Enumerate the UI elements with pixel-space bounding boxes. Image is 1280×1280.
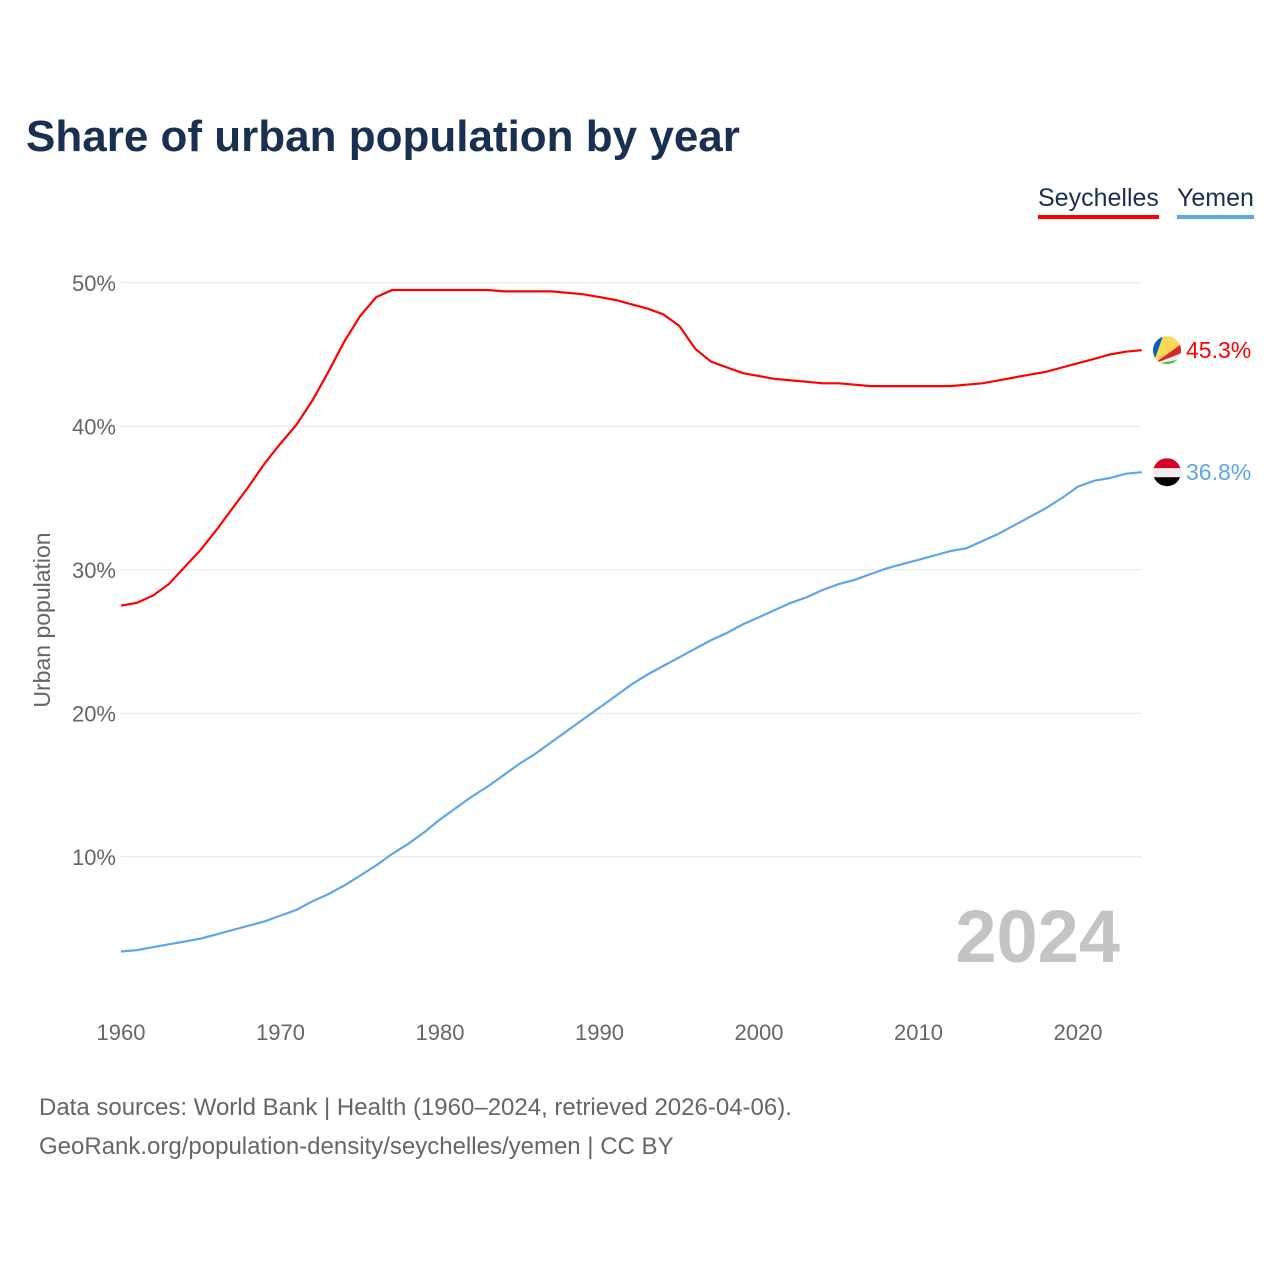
x-tick-label: 1960 (97, 1020, 146, 1045)
y-tick-label: 50% (72, 271, 116, 296)
source-note: Data sources: World Bank | Health (1960–… (39, 1088, 792, 1166)
series-line-seychelles (120, 288, 1142, 607)
series-line-yemen (120, 471, 1142, 953)
end-value-label: 45.3% (1186, 337, 1251, 363)
x-tick-label: 2020 (1054, 1020, 1103, 1045)
y-tick-label: 40% (72, 414, 116, 439)
yemen-flag-icon (1153, 458, 1181, 487)
x-tick-label: 1970 (256, 1020, 305, 1045)
x-tick-label: 2010 (894, 1020, 943, 1045)
seychelles-flag-icon (1153, 336, 1181, 365)
x-tick-label: 2000 (735, 1020, 784, 1045)
chart-title: Share of urban population by year (26, 112, 740, 161)
source-line-2[interactable]: GeoRank.org/population-density/seychelle… (39, 1133, 674, 1160)
legend-seychelles[interactable]: Seychelles (1038, 184, 1159, 219)
y-axis-label: Urban population (29, 532, 55, 707)
legend-yemen[interactable]: Yemen (1177, 184, 1254, 219)
y-tick-label: 20% (72, 701, 116, 726)
source-line-1: Data sources: World Bank | Health (1960–… (39, 1094, 792, 1121)
x-tick-label: 1990 (575, 1020, 624, 1045)
end-value-label: 36.8% (1186, 459, 1251, 485)
y-tick-label: 10% (72, 845, 116, 870)
x-tick-label: 1980 (416, 1020, 465, 1045)
year-watermark: 2024 (955, 895, 1120, 978)
y-tick-label: 30% (72, 558, 116, 583)
